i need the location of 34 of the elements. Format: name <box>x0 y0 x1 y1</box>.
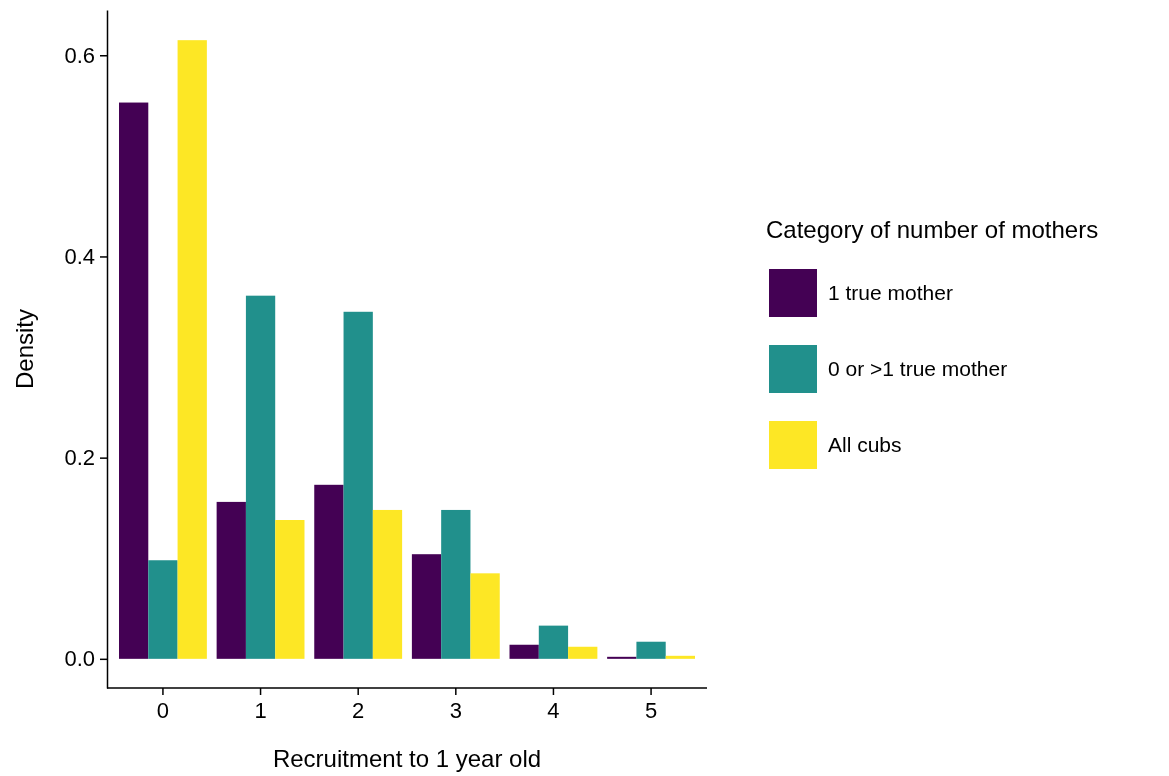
x-tick-label: 2 <box>352 697 365 723</box>
bar <box>343 311 373 659</box>
x-tick-label: 0 <box>156 697 170 723</box>
bar <box>372 509 403 659</box>
bar <box>148 560 178 659</box>
bar <box>636 641 666 659</box>
bar <box>538 625 569 659</box>
y-tick-label: 0.6 <box>64 42 95 68</box>
bar <box>314 484 344 659</box>
bar <box>245 295 276 659</box>
bar <box>568 646 598 659</box>
y-tick-label: 0.2 <box>64 445 95 471</box>
y-tick-label: 0.0 <box>64 646 95 672</box>
bar <box>411 554 442 659</box>
legend-title: Category of number of mothers <box>766 216 1099 243</box>
bar <box>470 573 500 659</box>
x-tick-label: 5 <box>644 697 658 723</box>
legend-label: All cubs <box>828 433 902 457</box>
bar <box>275 520 305 659</box>
bar <box>607 656 637 659</box>
bar <box>119 102 149 659</box>
x-tick-label: 1 <box>254 697 267 723</box>
bar <box>177 40 207 659</box>
y-tick-label: 0.4 <box>64 243 95 269</box>
x-tick-label: 3 <box>449 697 462 723</box>
bar <box>216 501 246 659</box>
bar <box>509 644 539 659</box>
legend-label: 0 or >1 true mother <box>828 357 1008 381</box>
legend-label: 1 true mother <box>828 281 953 305</box>
y-axis-title: Density <box>11 308 38 390</box>
x-axis-title: Recruitment to 1 year old <box>272 745 542 772</box>
bar <box>441 509 471 659</box>
x-tick-label: 4 <box>547 697 560 723</box>
bar <box>665 655 695 659</box>
